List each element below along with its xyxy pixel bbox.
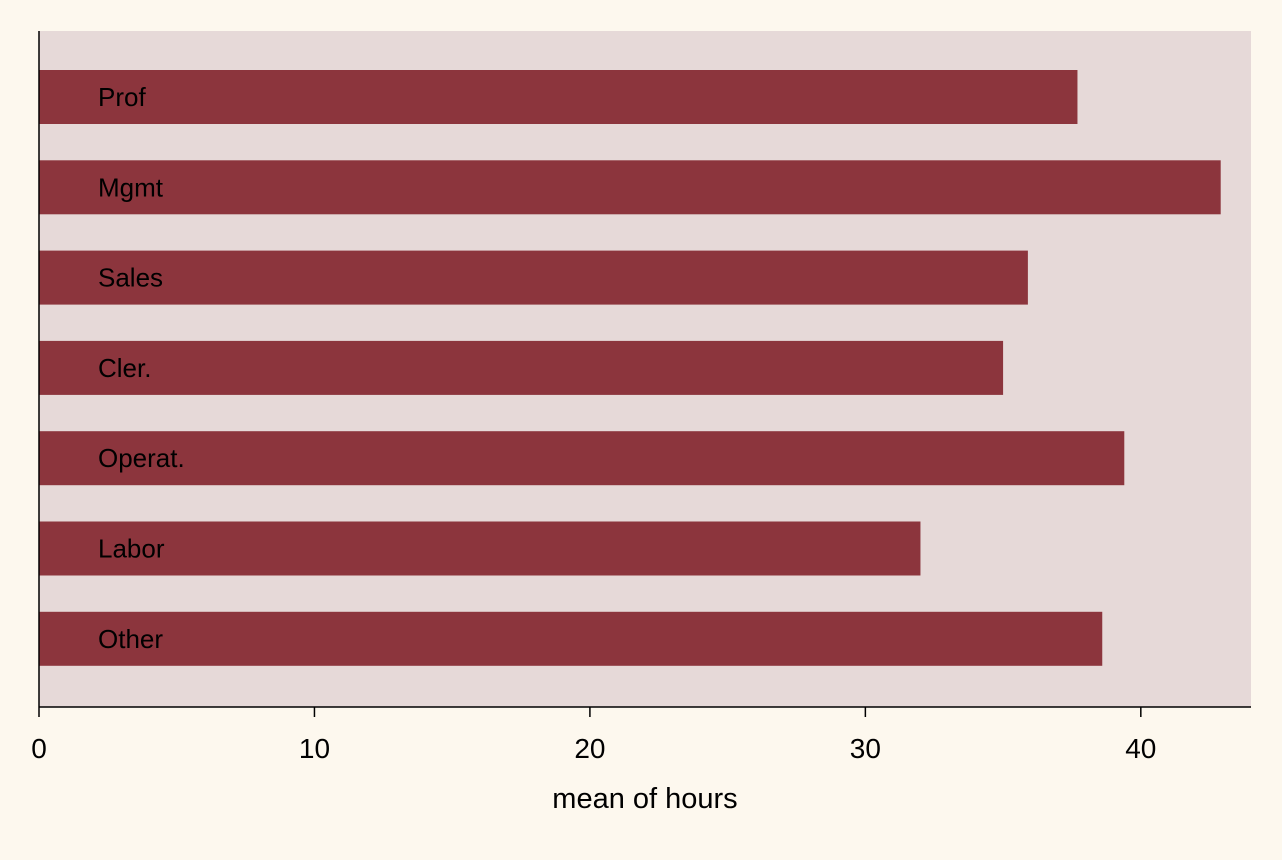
x-tick-label: 0 bbox=[31, 733, 47, 764]
category-label: Prof bbox=[98, 82, 146, 112]
x-tick-label: 40 bbox=[1125, 733, 1156, 764]
bar-sales bbox=[39, 250, 1028, 305]
category-label: Sales bbox=[98, 263, 163, 293]
bar-other bbox=[39, 611, 1103, 666]
bar-prof bbox=[39, 70, 1078, 124]
x-tick-label: 20 bbox=[574, 733, 605, 764]
category-labels-group: Prof Mgmt Sales Cler. Operat. Labor Other bbox=[98, 82, 185, 654]
category-label: Operat. bbox=[98, 443, 185, 473]
x-axis-title: mean of hours bbox=[552, 783, 737, 815]
category-label: Other bbox=[98, 624, 163, 654]
x-tick-label: 10 bbox=[299, 733, 330, 764]
bar-labor bbox=[39, 521, 921, 576]
x-ticks-group: 0 10 20 30 40 bbox=[31, 707, 1156, 764]
bar-operat bbox=[39, 431, 1125, 486]
bar-cler bbox=[39, 340, 1004, 395]
category-label: Cler. bbox=[98, 353, 151, 383]
bars-group bbox=[39, 70, 1221, 666]
category-label: Labor bbox=[98, 534, 165, 564]
bar-mgmt bbox=[39, 160, 1221, 215]
x-tick-label: 30 bbox=[850, 733, 881, 764]
category-label: Mgmt bbox=[98, 172, 164, 202]
